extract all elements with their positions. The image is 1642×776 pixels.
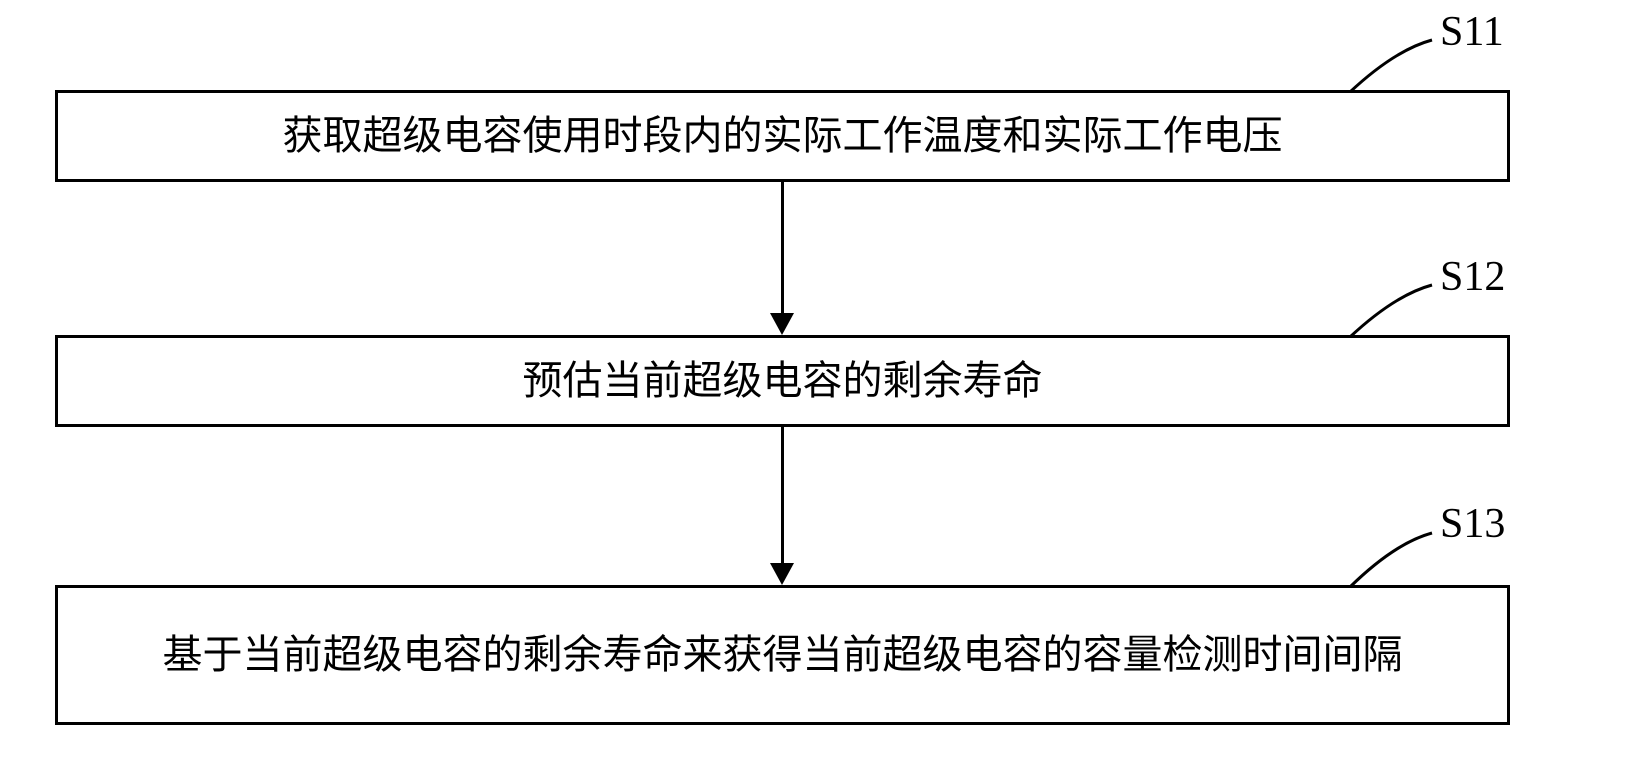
step-label-3: S13 — [1440, 500, 1505, 548]
leader-line-3 — [0, 0, 1642, 776]
flowchart-container: 获取超级电容使用时段内的实际工作温度和实际工作电压 S11 预估当前超级电容的剩… — [0, 0, 1642, 776]
